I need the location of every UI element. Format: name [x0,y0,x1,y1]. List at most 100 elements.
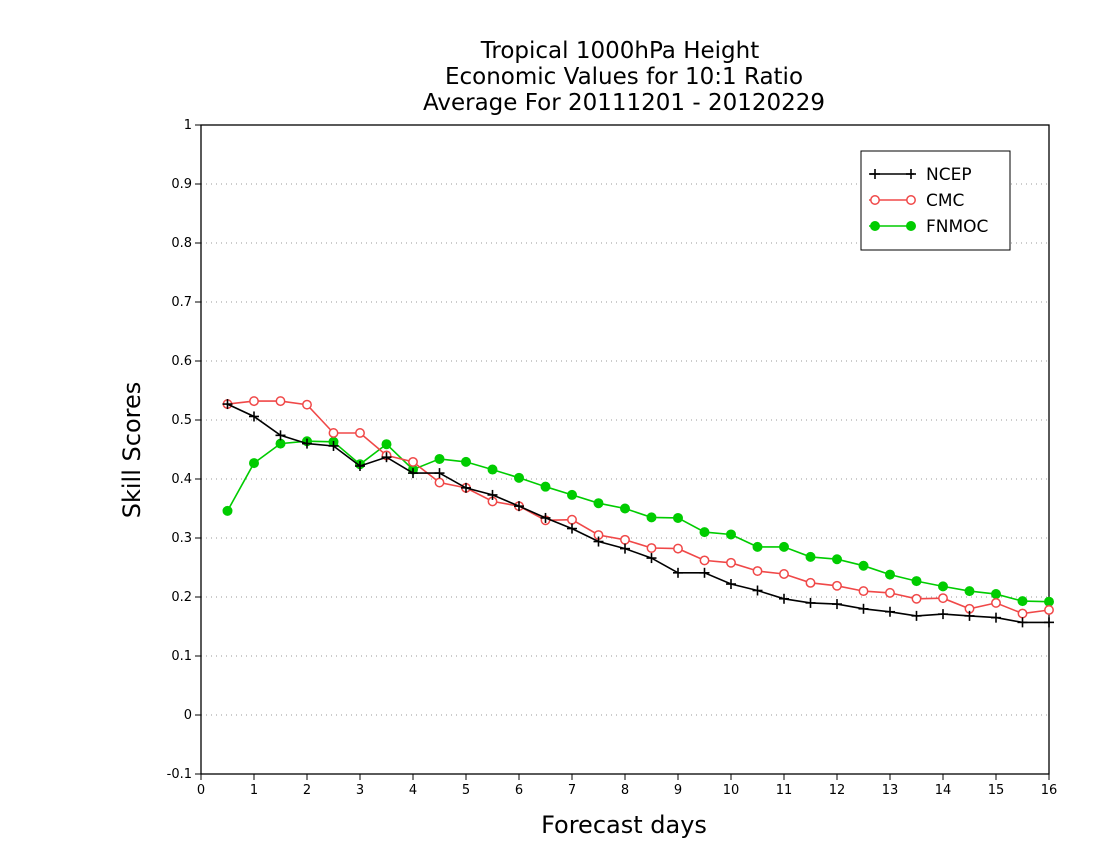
point-ncep-5 [355,461,365,472]
point-cmc-27 [938,593,948,604]
point-ncep-13 [567,523,577,534]
point-cmc-17 [673,543,683,554]
point-fnmoc-21 [779,541,789,552]
x-tick-label-13: 13 [882,783,899,798]
point-ncep-17 [673,567,683,578]
point-ncep-26 [911,610,922,621]
point-cmc-15 [620,534,630,545]
x-tick-label-8: 8 [621,783,629,798]
y-tick-label-10: 0.9 [171,177,192,192]
y-tick-label-8: 0.7 [171,295,192,310]
point-ncep-9 [461,482,471,493]
point-fnmoc-22 [805,551,816,562]
x-axis-ticks: 0 1 2 3 4 5 6 7 8 9 10 11 12 13 14 15 16 [197,774,1057,798]
point-cmc-5 [355,428,365,438]
point-fnmoc-24 [858,560,869,571]
x-tick-label-15: 15 [988,783,1005,798]
legend-marker-left-fnmoc [870,221,880,231]
point-fnmoc-8 [434,453,445,464]
point-cmc-25 [885,587,895,598]
legend-marker-left-ncep [870,169,880,179]
point-cmc-16 [646,543,657,553]
x-tick-label-6: 6 [515,783,523,798]
point-ncep-24 [858,603,869,614]
point-ncep-14 [593,536,604,547]
x-tick-label-0: 0 [197,783,205,798]
point-fnmoc-18 [699,527,710,538]
point-ncep-3 [302,438,312,449]
point-fnmoc-0 [222,505,233,516]
legend-marker-left-cmc [870,195,880,205]
point-fnmoc-13 [567,489,577,500]
series-line-fnmoc [226,440,1050,603]
point-ncep-19 [726,579,736,590]
point-ncep-6 [381,452,392,463]
point-fnmoc-2 [275,438,286,449]
y-tick-label-1: 0 [184,708,192,723]
x-tick-label-2: 2 [303,783,311,798]
point-fnmoc-1 [249,458,259,469]
point-ncep-11 [514,501,524,512]
point-cmc-1 [249,396,259,407]
y-tick-label-0: -0.1 [167,767,192,782]
point-ncep-22 [805,597,816,608]
point-ncep-30 [1017,617,1028,628]
legend-label-cmc: CMC [926,191,964,211]
point-ncep-27 [938,609,948,620]
point-fnmoc-27 [938,581,948,592]
gridlines [201,183,1049,716]
point-cmc-26 [911,593,922,604]
legend-label-ncep: NCEP [926,165,972,185]
point-fnmoc-31 [1044,596,1054,607]
point-ncep-23 [832,599,842,610]
chart-title-line-3: Average For 20111201 - 20120229 [423,90,825,116]
chart-title-line-1: Tropical 1000hPa Height [480,38,760,64]
point-cmc-18 [699,555,710,566]
point-fnmoc-12 [540,481,551,492]
x-tick-label-10: 10 [723,783,740,798]
point-ncep-7 [408,468,418,479]
point-ncep-21 [779,593,789,604]
y-axis-ticks: -0.1 0 0.1 0.2 0.3 0.4 0.5 0.6 0.7 0.8 0.9 1 [167,118,201,782]
point-cmc-30 [1017,608,1028,619]
point-cmc-2 [275,396,286,407]
point-ncep-8 [434,468,445,479]
point-ncep-29 [991,612,1001,623]
point-ncep-28 [964,610,975,621]
legend-marker-right-cmc [906,195,916,205]
point-fnmoc-26 [911,576,922,587]
y-tick-label-4: 0.3 [171,531,192,546]
point-fnmoc-10 [487,464,498,475]
point-fnmoc-15 [620,503,630,514]
y-axis-title: Skill Scores [118,382,146,519]
point-fnmoc-6 [381,439,392,450]
point-fnmoc-30 [1017,596,1028,607]
point-fnmoc-20 [752,541,763,552]
point-cmc-31 [1044,605,1054,615]
point-fnmoc-28 [964,586,975,597]
point-cmc-23 [832,580,842,591]
x-tick-label-12: 12 [829,783,846,798]
point-cmc-24 [858,586,869,597]
y-tick-label-11: 1 [184,118,192,133]
chart-title-line-2: Economic Values for 10:1 Ratio [445,64,803,90]
point-ncep-4 [328,440,339,451]
y-tick-label-2: 0.1 [171,649,192,664]
point-ncep-25 [885,606,895,617]
point-fnmoc-29 [991,589,1001,600]
legend-marker-right-ncep [906,169,916,179]
x-tick-label-4: 4 [409,783,417,798]
point-cmc-8 [434,477,445,488]
y-tick-label-3: 0.2 [171,590,192,605]
series-line-cmc [227,400,1050,615]
x-axis-title: Forecast days [541,811,707,839]
y-tick-label-9: 0.8 [171,236,192,251]
chart-title: Tropical 1000hPa Height Economic Values … [423,38,825,116]
legend-label-fnmoc: FNMOC [926,217,988,237]
x-tick-label-14: 14 [935,783,952,798]
point-fnmoc-11 [514,472,524,483]
x-tick-label-11: 11 [776,783,793,798]
point-ncep-12 [540,512,551,523]
point-ncep-15 [620,543,630,554]
